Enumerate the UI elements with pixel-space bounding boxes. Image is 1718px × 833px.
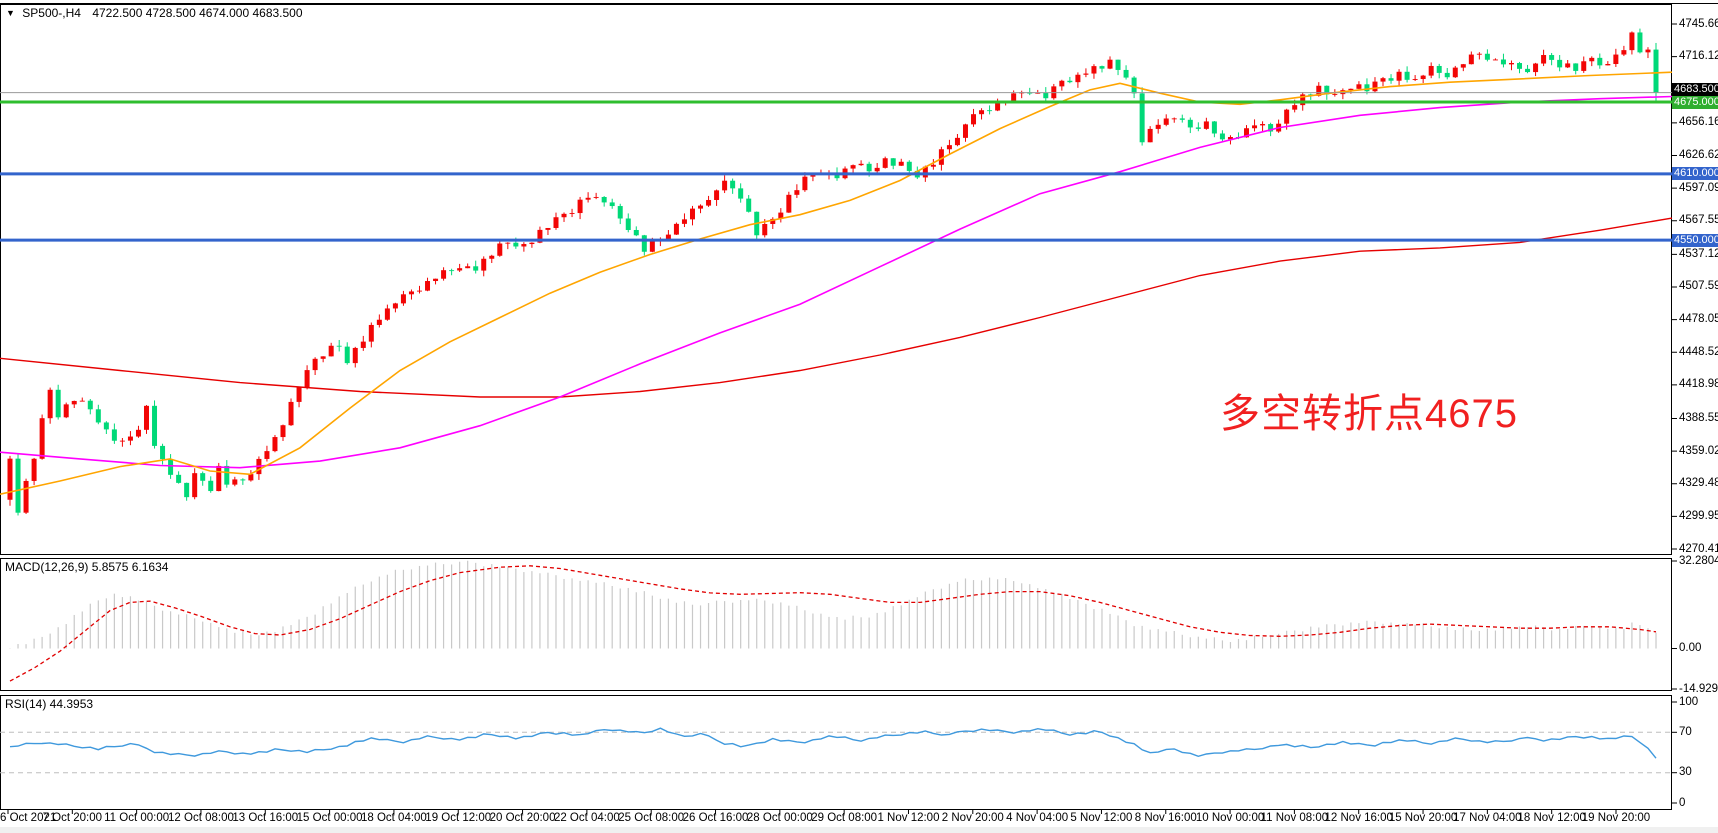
level-badge-4675: 4675.000 xyxy=(1672,96,1718,110)
date-tick-label: 15 Nov 20:00 xyxy=(1388,812,1458,824)
macd-tick-label: 0.00 xyxy=(1679,642,1702,655)
date-tick-label: 11 Oct 00:00 xyxy=(104,812,170,824)
date-tick-label: 29 Oct 08:00 xyxy=(811,812,878,824)
rsi-tick-label: 0 xyxy=(1679,796,1686,809)
date-tick-label: 26 Oct 16:00 xyxy=(682,812,749,824)
price-tick-label: 4567.555 xyxy=(1679,214,1718,227)
current-price-badge: 4683.500 xyxy=(1672,82,1718,96)
rsi-indicator-label: RSI(14) 44.3953 xyxy=(5,697,94,711)
price-tick-label: 4626.625 xyxy=(1679,148,1718,161)
level-badge-4610: 4610.000 xyxy=(1672,167,1718,181)
macd-tick-label: -14.9293 xyxy=(1679,682,1718,695)
macd-tick-label: 32.2804 xyxy=(1679,554,1718,567)
chart-header: ▼ SP500-,H4 4722.500 4728.500 4674.000 4… xyxy=(6,6,303,20)
date-tick-label: 20 Oct 20:00 xyxy=(489,812,556,824)
date-tick-label: 7 Oct 20:00 xyxy=(42,812,103,824)
price-tick-label: 4329.485 xyxy=(1679,477,1718,490)
symbol-marker-icon: ▼ xyxy=(6,8,15,18)
price-tick-label: 4448.520 xyxy=(1679,345,1718,358)
bottom-strip xyxy=(0,827,1718,833)
date-tick-label: 11 Nov 08:00 xyxy=(1260,812,1329,824)
price-tick-label: 4270.415 xyxy=(1679,542,1718,555)
symbol-timeframe-label: SP500-,H4 xyxy=(22,6,81,20)
price-tick-label: 4359.020 xyxy=(1679,444,1718,457)
date-tick-label: 12 Nov 16:00 xyxy=(1324,812,1393,824)
date-tick-label: 4 Nov 04:00 xyxy=(1006,812,1069,824)
ohlc-readout: 4722.500 4728.500 4674.000 4683.500 xyxy=(92,6,303,20)
price-tick-label: 4597.090 xyxy=(1679,181,1718,194)
date-tick-label: 19 Nov 20:00 xyxy=(1581,812,1651,824)
date-tick-label: 28 Oct 00:00 xyxy=(746,812,813,824)
date-tick-label: 8 Nov 16:00 xyxy=(1134,812,1197,824)
rsi-tick-label: 100 xyxy=(1679,695,1699,708)
price-tick-label: 4537.125 xyxy=(1679,247,1718,260)
price-tick-label: 4418.985 xyxy=(1679,378,1718,391)
date-tick-label: 19 Oct 12:00 xyxy=(425,812,492,824)
date-tick-label: 6 Oct 2021 xyxy=(0,812,57,824)
date-tick-label: 12 Oct 08:00 xyxy=(168,812,234,824)
price-tick-label: 4507.590 xyxy=(1679,280,1718,293)
date-tick-label: 17 Nov 04:00 xyxy=(1453,812,1522,824)
date-tick-label: 18 Oct 04:00 xyxy=(360,812,427,824)
macd-indicator-label: MACD(12,26,9) 5.8575 6.1634 xyxy=(5,560,169,574)
date-tick-label: 18 Nov 12:00 xyxy=(1517,812,1586,824)
price-annotation-text: 多空转折点4675 xyxy=(1220,392,1518,436)
price-tick-label: 4745.660 xyxy=(1679,17,1718,30)
price-tick-label: 4656.160 xyxy=(1679,116,1718,129)
level-badge-4550: 4550.000 xyxy=(1672,233,1718,247)
date-tick-label: 10 Nov 00:00 xyxy=(1195,812,1265,824)
date-tick-label: 25 Oct 08:00 xyxy=(618,812,685,824)
date-tick-label: 13 Oct 16:00 xyxy=(232,812,299,824)
price-tick-label: 4388.555 xyxy=(1679,411,1718,424)
date-tick-label: 2 Nov 20:00 xyxy=(941,812,1004,824)
date-tick-label: 1 Nov 12:00 xyxy=(877,812,940,824)
price-tick-label: 4716.125 xyxy=(1679,50,1718,63)
price-tick-label: 4478.055 xyxy=(1679,313,1718,326)
rsi-tick-label: 30 xyxy=(1679,766,1692,779)
rsi-tick-label: 70 xyxy=(1679,725,1692,738)
date-tick-label: 22 Oct 04:00 xyxy=(553,812,620,824)
date-tick-label: 15 Oct 00:00 xyxy=(296,812,363,824)
price-tick-label: 4299.950 xyxy=(1679,509,1718,522)
date-tick-label: 5 Nov 12:00 xyxy=(1070,812,1133,824)
